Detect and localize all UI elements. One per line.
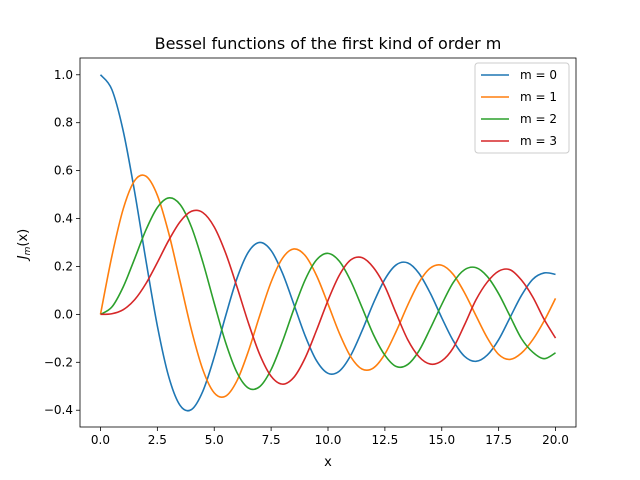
- y-tick-label: 0.6: [54, 164, 73, 178]
- y-axis-label-main: J: [16, 255, 31, 262]
- x-axis-ticks: 0.0 2.5 5.0 7.5 10.0 12.5 15.0 17.5 20.0: [91, 427, 569, 447]
- series-layer: [99, 74, 557, 412]
- y-tick-label: 1.0: [54, 68, 73, 82]
- legend-label-m3: m = 3: [520, 134, 557, 148]
- y-tick-label: −0.2: [44, 355, 73, 369]
- legend: m = 0 m = 1 m = 2 m = 3: [474, 62, 570, 154]
- y-tick-label: −0.4: [44, 403, 73, 417]
- y-tick-label: 0.8: [54, 116, 73, 130]
- y-axis-label-sub: m: [23, 246, 33, 255]
- legend-label-m0: m = 0: [520, 68, 557, 82]
- chart-title: Bessel functions of the first kind of or…: [155, 34, 502, 53]
- legend-label-m2: m = 2: [520, 112, 557, 126]
- x-tick-label: 5.0: [205, 433, 224, 447]
- x-tick-label: 7.5: [262, 433, 281, 447]
- x-axis-label: x: [324, 455, 332, 470]
- x-tick-label: 0.0: [91, 433, 110, 447]
- y-tick-label: 0.0: [54, 307, 73, 321]
- x-tick-label: 20.0: [542, 433, 569, 447]
- series-line-m0: [99, 74, 556, 412]
- x-tick-label: 12.5: [372, 433, 399, 447]
- y-tick-label: 0.2: [54, 259, 73, 273]
- legend-items: m = 0 m = 1 m = 2 m = 3: [481, 68, 557, 148]
- series-line-m2: [100, 197, 556, 391]
- series-line-m1: [99, 174, 557, 398]
- legend-box: [474, 62, 570, 154]
- y-axis-label-arg: (x): [16, 229, 31, 247]
- y-tick-label: 0.4: [54, 212, 73, 226]
- y-axis-label: Jm(x): [16, 229, 33, 262]
- series-line-m3: [100, 209, 557, 385]
- x-tick-label: 17.5: [485, 433, 512, 447]
- legend-label-m1: m = 1: [520, 90, 557, 104]
- x-tick-label: 2.5: [148, 433, 167, 447]
- y-axis-ticks: −0.4 −0.2 0.0 0.2 0.4 0.6 0.8 1.0: [44, 68, 80, 417]
- x-tick-label: 15.0: [428, 433, 455, 447]
- x-tick-label: 10.0: [315, 433, 342, 447]
